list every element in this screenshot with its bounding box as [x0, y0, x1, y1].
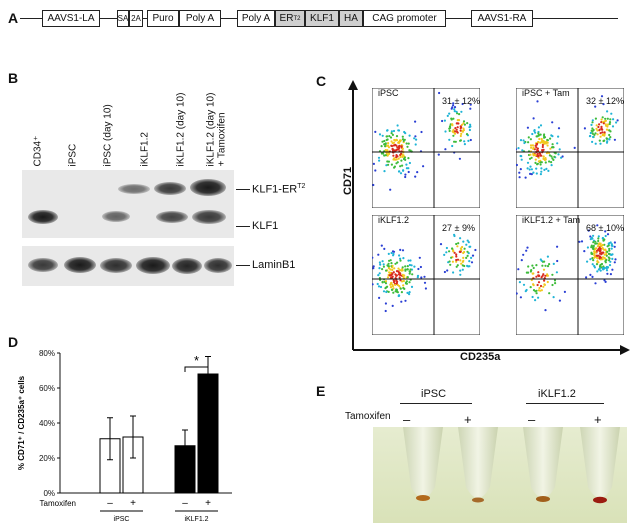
flow-value: 31 ± 12%: [442, 96, 480, 106]
pellet-3: [536, 496, 550, 502]
blot-laminb1: [22, 246, 234, 286]
pellet-group-iklf: iKLF1.2: [538, 388, 576, 400]
blot-klf1: [22, 170, 234, 238]
segment-puro: Puro: [147, 10, 179, 27]
tamoxifen-mark: –: [107, 498, 113, 509]
band-klf1-er-day10: [154, 182, 186, 195]
flow-density-4: [514, 214, 625, 336]
flow-value: 27 ± 9%: [442, 223, 475, 233]
segment-aavs1-la: AAVS1-LA: [42, 10, 100, 27]
flow-axes: [348, 80, 630, 355]
flow-plot-iklf: iKLF1.2 27 ± 9%: [367, 214, 481, 336]
lane-label-iklf-day10-tam: iKLF1.2 (day 10): [205, 92, 217, 167]
flow-title: iKLF1.2 + Tam: [522, 215, 581, 225]
band-lamin-4: [136, 257, 170, 274]
tick-laminb1: [236, 265, 250, 266]
error-bar: [107, 417, 113, 461]
segment-cag-promoter: CAG promoter: [363, 10, 446, 27]
y-tick-label: 60%: [39, 384, 55, 393]
tamoxifen-mark: –: [182, 498, 188, 509]
flow-plot-ipsc: iPSC 31 ± 12%: [370, 87, 481, 209]
label-laminb1: LaminB1: [252, 259, 296, 271]
lane-label-cd34: CD34⁺: [32, 135, 44, 167]
group-label: iKLF1.2: [184, 516, 208, 523]
pellet-group-ipsc: iPSC: [421, 388, 447, 400]
y-tick-label: 20%: [39, 454, 55, 463]
segment-er: ER T2: [275, 10, 305, 27]
label-klf1-er: KLF1-ERT2: [252, 183, 306, 196]
band-klf1-er-iklf: [118, 184, 150, 194]
pellet-1: [416, 495, 430, 501]
tamoxifen-mark: +: [130, 498, 136, 509]
flow-plot-ipsc-tam: iPSC + Tam 32 ± 12%: [491, 87, 625, 209]
pellet-tamoxifen-label: Tamoxifen: [345, 411, 391, 422]
panel-c-label: C: [316, 73, 327, 89]
segment-klf1: KLF1: [305, 10, 339, 27]
pellet-mark-2: +: [464, 412, 472, 427]
error-bar: [182, 429, 188, 462]
y-tick-label: 40%: [39, 419, 55, 428]
pellet-2: [472, 497, 484, 503]
error-bar: [205, 356, 211, 392]
tick-klf1-er: [236, 189, 250, 190]
flow-x-axis-label: CD235a: [460, 351, 501, 363]
bar-chart: 0% 20% 40% 60% 80% % CD71⁺ / CD235a⁺ cells – + –…: [17, 349, 232, 523]
y-axis-label: % CD71⁺ / CD235a⁺ cells: [17, 375, 26, 470]
lane-label-ipsc-day10: iPSC (day 10): [102, 104, 114, 167]
segment-polya-1: Poly A: [179, 10, 221, 27]
panel-d-label: D: [8, 334, 19, 350]
band-lamin-3: [100, 258, 132, 273]
flow-title: iPSC: [378, 88, 399, 98]
band-lamin-2: [64, 257, 96, 273]
pellet-mark-3: –: [528, 412, 536, 427]
lane-label-iklf-day10: iKLF1.2 (day 10): [175, 92, 187, 167]
segment-polya-2: Poly A: [237, 10, 275, 27]
flow-value: 68 ± 10%: [586, 223, 624, 233]
pellet-mark-1: –: [403, 412, 411, 427]
flow-density-3: [367, 214, 481, 336]
band-lamin-1: [28, 258, 58, 272]
tick-klf1: [236, 226, 250, 227]
band-klf1-iklf-day10: [156, 211, 188, 223]
error-bar: [130, 415, 136, 459]
pellet-bracket-iklf: [526, 403, 604, 404]
flow-density-1: [370, 87, 481, 209]
segment-ha: HA: [339, 10, 363, 27]
band-klf1-ipsc-day10: [102, 211, 130, 222]
panel-b-label: B: [8, 70, 19, 86]
flow-density-2: [491, 87, 625, 209]
band-lamin-6: [204, 258, 232, 273]
lane-label-iklf: iKLF1.2: [139, 132, 151, 167]
significance-star: *: [194, 353, 199, 368]
tamoxifen-row-label: Tamoxifen: [40, 499, 76, 508]
lane-label-ipsc: iPSC: [67, 143, 79, 167]
segment-aavs1-ra: AAVS1-RA: [471, 10, 533, 27]
pellet-bracket-ipsc: [400, 403, 472, 404]
band-klf1-cd34: [28, 210, 58, 224]
y-tick-label: 0%: [43, 489, 55, 498]
tamoxifen-mark: +: [205, 498, 211, 509]
pellet-4: [593, 496, 607, 504]
flow-value: 32 ± 12%: [586, 96, 624, 106]
band-lamin-5: [172, 258, 202, 274]
pellet-mark-4: +: [594, 412, 602, 427]
group-label: iPSC: [114, 516, 130, 523]
y-tick-label: 80%: [39, 349, 55, 358]
panel-a-label: A: [8, 10, 19, 26]
flow-title: iPSC + Tam: [522, 88, 570, 98]
panel-e-label: E: [316, 383, 326, 399]
band-klf1-er-tam: [190, 179, 226, 196]
significance-bracket: [184, 366, 209, 372]
band-klf1-iklf-tam: [192, 210, 226, 224]
lane-label-tamoxifen: + Tamoxifen: [216, 112, 228, 167]
flow-y-axis-label: CD71: [342, 166, 354, 195]
segment-sa: SA: [117, 10, 129, 27]
flow-title: iKLF1.2: [378, 215, 410, 225]
label-klf1: KLF1: [252, 220, 279, 232]
segment-2a: 2A: [129, 10, 143, 27]
flow-plot-iklf-tam: iKLF1.2 + Tam 68 ± 10%: [514, 214, 625, 336]
pellet-photo: [373, 427, 627, 523]
